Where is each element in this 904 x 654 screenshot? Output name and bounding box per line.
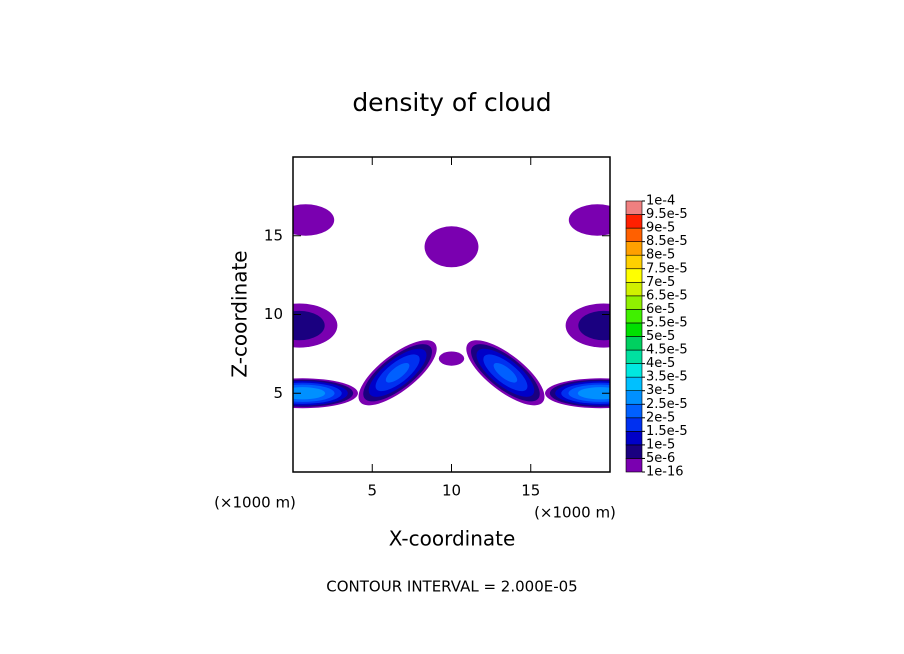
colorbar-label: 3e-5 (646, 383, 675, 398)
contour-band (293, 310, 325, 341)
colorbar-swatch (625, 363, 643, 378)
contour-band (438, 351, 465, 366)
contour-field (293, 204, 610, 409)
colorbar-swatch (625, 458, 643, 473)
colorbar-label: 5e-5 (646, 329, 675, 344)
chart-title: density of cloud (352, 88, 551, 117)
colorbar-swatch (625, 295, 643, 310)
colorbar-label: 6.5e-5 (646, 288, 688, 303)
colorbar-swatch (625, 254, 643, 270)
colorbar-swatch (625, 241, 643, 256)
contour-band (293, 387, 326, 400)
colorbar-label: 8e-5 (646, 248, 675, 263)
y-tick-label: 10 (264, 305, 283, 323)
colorbar-label: 1.5e-5 (646, 424, 688, 439)
colorbar-swatch (625, 200, 643, 215)
colorbar-swatch (625, 227, 643, 242)
colorbar-swatch (625, 281, 643, 297)
colorbar-label: 5e-6 (646, 451, 675, 466)
colorbar-swatch (625, 444, 643, 459)
colorbar-swatch (625, 349, 643, 364)
colorbar-swatch (625, 417, 643, 432)
contour-band (578, 310, 610, 341)
x-axis-label: X-coordinate (389, 527, 516, 551)
y-axis-label: Z-coordinate (228, 250, 252, 377)
contour-band (577, 387, 610, 400)
colorbar-label: 6e-5 (646, 302, 675, 317)
y-tick-label: 5 (273, 384, 283, 402)
annotation: CONTOUR INTERVAL = 2.000E-05 (326, 578, 577, 596)
x-tick-label: 15 (521, 482, 540, 500)
contour-band (293, 204, 335, 236)
colorbar-label: 3.5e-5 (646, 370, 688, 385)
contour-band (385, 362, 410, 383)
contour-band (424, 226, 479, 268)
colorbar-label: 7.5e-5 (646, 261, 688, 276)
x-tick-label: 10 (442, 482, 461, 500)
x-tick-label: 5 (367, 482, 377, 500)
colorbar-label: 1e-4 (646, 194, 675, 209)
colorbar-swatch (625, 390, 643, 405)
colorbar-label: 1e-16 (646, 465, 684, 480)
colorbar-label: 9e-5 (646, 221, 675, 236)
colorbar-swatch (625, 322, 643, 337)
colorbar-swatch (625, 268, 643, 283)
x-unit-label: (×1000 m) (534, 504, 616, 522)
colorbar-label: 5.5e-5 (646, 315, 688, 330)
colorbar-label: 9.5e-5 (646, 207, 688, 222)
colorbar-label: 4.5e-5 (646, 343, 688, 358)
colorbar-swatch (625, 336, 643, 351)
colorbar-swatch (625, 376, 643, 391)
colorbar-swatch (625, 214, 643, 229)
y-tick-label: 15 (264, 226, 283, 244)
colorbar-label: 8.5e-5 (646, 234, 688, 249)
contour-band (568, 204, 610, 236)
colorbar-swatch (625, 431, 643, 446)
colorbar-swatch (625, 309, 643, 324)
contour-band (493, 362, 518, 383)
colorbar-swatch (625, 403, 643, 419)
plot-frame (292, 156, 611, 473)
colorbar-label: 2.5e-5 (646, 397, 688, 412)
x-unit-label: (×1000 m) (214, 494, 296, 512)
colorbar-label: 1e-5 (646, 437, 675, 452)
colorbar-label: 2e-5 (646, 410, 675, 425)
colorbar-label: 7e-5 (646, 275, 675, 290)
colorbar-label: 4e-5 (646, 356, 675, 371)
